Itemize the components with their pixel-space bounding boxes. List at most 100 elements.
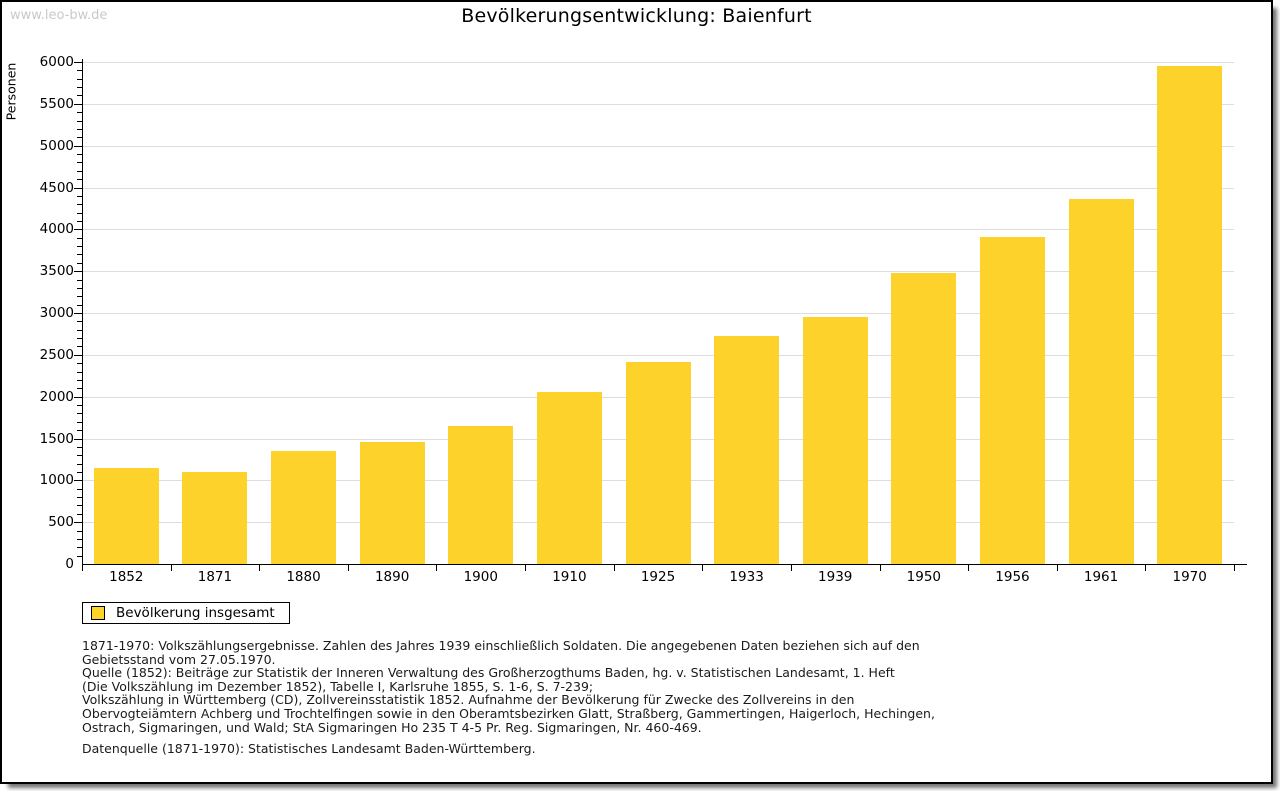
x-boundary-tick [82,565,83,571]
legend-swatch-icon [91,606,105,620]
y-minor-tick [77,405,82,407]
y-major-tick [74,187,82,189]
y-minor-tick [77,112,82,114]
bar [93,467,159,564]
y-minor-tick [77,488,82,490]
y-major-tick [74,145,82,147]
y-minor-tick [77,179,82,181]
plot-area: 0 500 1000 1500 2000 2500 3000 3500 4000 4500 5000… [2,2,1271,782]
gridline [82,271,1234,273]
x-tick-label: 1910 [552,569,587,585]
y-minor-tick [77,212,82,214]
y-tick-label: 3500 [39,263,74,280]
y-minor-tick [77,413,82,415]
y-minor-tick [77,321,82,323]
y-minor-tick [77,455,82,457]
y-major-tick [74,229,82,231]
x-boundary-tick [968,565,970,571]
y-tick-label: 4000 [39,221,74,238]
site-watermark: www.leo-bw.de [10,8,108,23]
x-boundary-tick [702,565,704,571]
y-minor-tick [77,95,82,97]
bar [448,425,514,564]
y-tick-label: 0 [65,556,74,572]
y-tick-label: 3000 [39,305,74,321]
bar [271,451,337,564]
x-tick-label: 1880 [286,569,321,585]
y-minor-tick [77,128,82,130]
y-minor-tick [77,304,82,306]
y-minor-tick [77,446,82,448]
x-boundary-tick [436,565,438,571]
footnotes: 1871-1970: Volkszählungsergebnisse. Zahl… [82,639,1182,734]
x-tick-label: 1871 [197,569,233,585]
bar [714,336,780,564]
y-tick-label: 500 [48,514,74,531]
bar [802,317,868,564]
y-tick-label: 4500 [39,179,74,196]
footnote-line: Ostrach, Sigmaringen, und Wald; StA Sigm… [82,719,702,735]
x-axis-line [82,564,1247,565]
footnote-line: 1871-1970: Volkszählungsergebnisse. Zahl… [82,638,920,653]
legend: Bevölkerung insgesamt [82,602,290,624]
x-boundary-tick [259,565,261,571]
bar [1157,66,1223,564]
y-minor-tick [77,497,82,499]
y-major-tick [74,313,82,314]
x-tick-label: 1852 [109,569,144,585]
y-minor-tick [77,379,82,381]
x-tick-label: 1933 [729,569,764,585]
y-minor-tick [77,154,82,156]
y-minor-tick [77,338,82,340]
gridline [82,62,1234,63]
y-minor-tick [77,195,82,197]
y-major-tick [74,438,82,440]
y-minor-tick [77,87,82,89]
x-tick-label: 1961 [1083,569,1119,585]
y-tick-label: 2500 [39,346,74,363]
datasource-line: Datenquelle (1871-1970): Statistisches L… [82,741,536,756]
x-tick-label: 1890 [374,569,410,585]
y-minor-tick [77,237,82,239]
y-minor-tick [77,471,82,473]
gridline [82,103,1234,105]
y-minor-tick [77,262,82,264]
y-major-tick [74,271,82,273]
y-minor-tick [77,547,82,549]
y-minor-tick [77,329,82,331]
bar [979,237,1045,564]
y-minor-tick [77,346,82,348]
y-minor-tick [77,254,82,256]
y-minor-tick [77,538,82,540]
y-major-tick [74,522,82,524]
y-major-tick [74,354,82,356]
x-boundary-tick [613,565,615,571]
y-minor-tick [77,555,82,557]
gridline [82,229,1234,231]
bar [1068,198,1134,564]
x-boundary-tick [790,565,792,571]
x-boundary-tick [879,565,881,571]
x-boundary-tick [347,565,349,571]
bar [625,362,691,564]
x-boundary-tick [1056,565,1058,571]
y-minor-tick [77,220,82,222]
y-tick-label: 5000 [39,137,74,154]
footnote-line: Quelle (1852): Beiträge zur Statistik de… [82,665,895,681]
y-minor-tick [77,463,82,465]
x-tick-label: 1970 [1172,569,1207,585]
x-tick-label: 1925 [640,569,676,585]
y-minor-tick [77,287,82,289]
gridline [82,313,1234,314]
y-minor-tick [77,363,82,365]
x-boundary-tick [525,565,527,571]
y-tick-label: 6000 [39,54,74,70]
x-tick-label: 1956 [995,569,1030,585]
y-minor-tick [77,70,82,72]
y-minor-tick [77,120,82,122]
y-tick-label: 5500 [39,95,74,112]
y-tick-label: 1500 [39,430,74,447]
x-boundary-tick [1234,565,1235,571]
y-minor-tick [77,388,82,390]
